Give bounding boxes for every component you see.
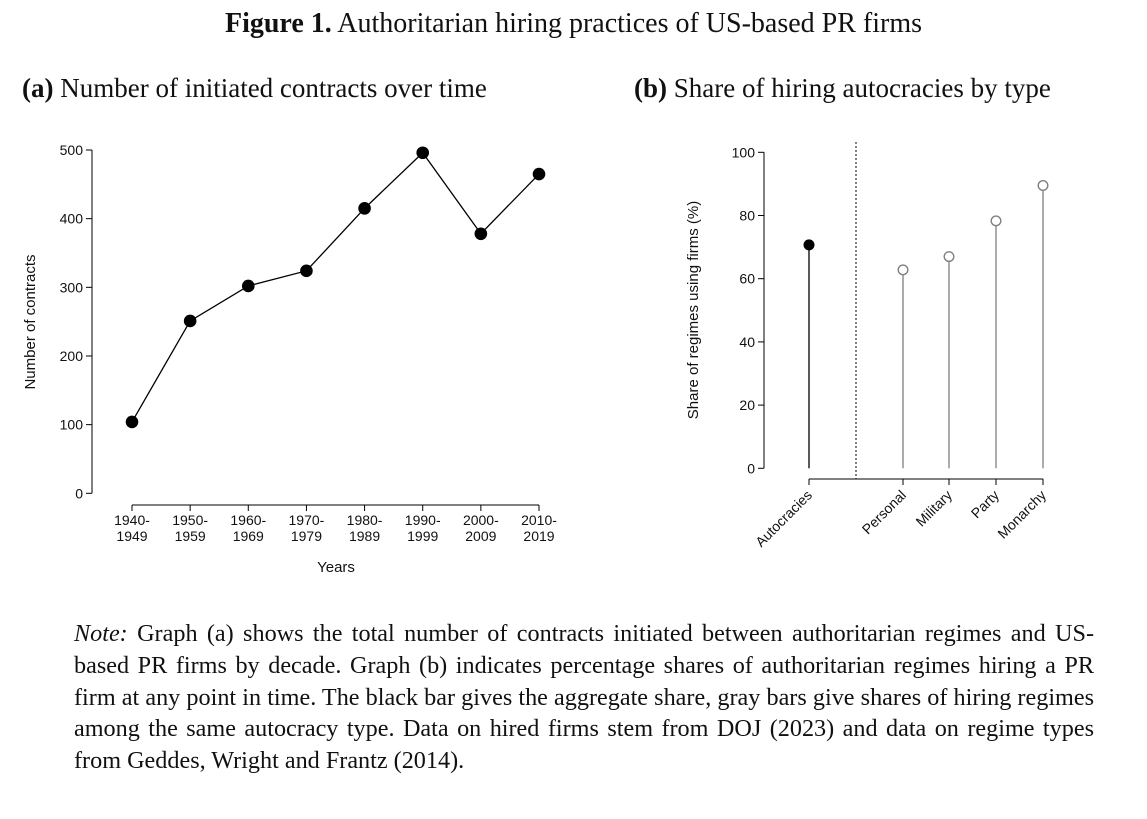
data-point	[532, 167, 546, 181]
x-tick-label: 1979	[291, 528, 322, 544]
data-point	[183, 314, 197, 328]
chart-b-series	[803, 179, 1049, 469]
y-tick-label: 20	[739, 397, 755, 413]
x-tick-label: 1959	[175, 528, 206, 544]
panel-b-label: (b)	[634, 73, 667, 103]
x-tick-label: 1960-	[230, 512, 266, 528]
chart-b-y-axis: 0 20 40 60 80 100	[732, 144, 765, 476]
x-tick-label: 1990-	[405, 512, 441, 528]
x-tick-label: 1989	[349, 528, 380, 544]
lollipop-point	[990, 215, 1002, 227]
figure-title: Figure 1. Authoritarian hiring practices…	[0, 8, 1147, 40]
y-tick-label: 80	[739, 208, 755, 224]
x-tick-label: 1949	[116, 528, 147, 544]
x-tick-label: 1999	[407, 528, 438, 544]
chart-a-series	[125, 146, 546, 429]
x-tick-label: 1969	[233, 528, 264, 544]
x-tick-label: Personal	[859, 487, 909, 537]
chart-b-y-axis-label: Share of regimes using firms (%)	[685, 201, 702, 419]
y-tick-label: 0	[75, 485, 83, 501]
figure-label: Figure 1.	[224, 8, 332, 39]
lollipop-point	[803, 239, 815, 251]
chart-a-x-axis: 1940-1949 1950-1959 1960-1969 1970-1979 1980…	[114, 504, 557, 544]
data-point	[300, 264, 313, 278]
note-text: Graph (a) shows the total number of cont…	[74, 620, 1094, 775]
data-point	[125, 415, 139, 429]
panel-a-title-text: Number of initiated contracts over time	[60, 73, 487, 103]
x-tick-label: 1940-	[114, 512, 150, 528]
y-tick-label: 40	[739, 334, 755, 350]
x-tick-label: Military	[912, 487, 955, 530]
x-tick-label: 2010-	[521, 512, 557, 528]
y-tick-label: 200	[60, 348, 84, 364]
note-label: Note:	[74, 620, 128, 647]
figure-note: Note: Graph (a) shows the total number o…	[74, 618, 1094, 777]
panel-b-title-text: Share of hiring autocracies by type	[673, 73, 1051, 103]
x-tick-label: 2000-	[463, 512, 499, 528]
lollipop-point	[1037, 179, 1049, 191]
y-tick-label: 400	[60, 211, 84, 227]
panel-a-title: (a) Number of initiated contracts over t…	[22, 73, 487, 104]
series-line	[131, 151, 540, 423]
data-point	[416, 146, 430, 160]
y-tick-label: 500	[60, 142, 84, 158]
x-tick-label: 1970-	[289, 512, 325, 528]
x-tick-label: 1950-	[172, 512, 208, 528]
figure-title-text: Authoritarian hiring practices of US-bas…	[337, 8, 923, 39]
panel-a-label: (a)	[22, 73, 54, 103]
chart-a-y-axis: 0 100 200 300 400 500	[60, 142, 93, 501]
data-point	[474, 227, 488, 241]
x-tick-label: 2009	[465, 528, 496, 544]
x-tick-label: 2019	[523, 528, 554, 544]
y-tick-label: 60	[739, 271, 755, 287]
y-tick-label: 0	[747, 460, 755, 476]
x-tick-label: Party	[968, 487, 1002, 521]
x-tick-label: 1980-	[347, 512, 383, 528]
x-tick-label: Monarchy	[994, 487, 1049, 542]
y-tick-label: 100	[60, 417, 84, 433]
lollipop-point	[943, 251, 955, 263]
chart-a-y-axis-label: Number of contracts	[22, 254, 39, 389]
panel-b-title: (b) Share of hiring autocracies by type	[634, 73, 1051, 104]
data-point	[358, 202, 371, 215]
data-point	[241, 279, 255, 293]
x-tick-label: Autocracies	[752, 487, 815, 550]
lollipop-point	[897, 264, 909, 276]
chart-a-x-axis-label: Years	[317, 559, 355, 576]
y-tick-label: 300	[60, 279, 84, 295]
y-tick-label: 100	[732, 144, 756, 160]
